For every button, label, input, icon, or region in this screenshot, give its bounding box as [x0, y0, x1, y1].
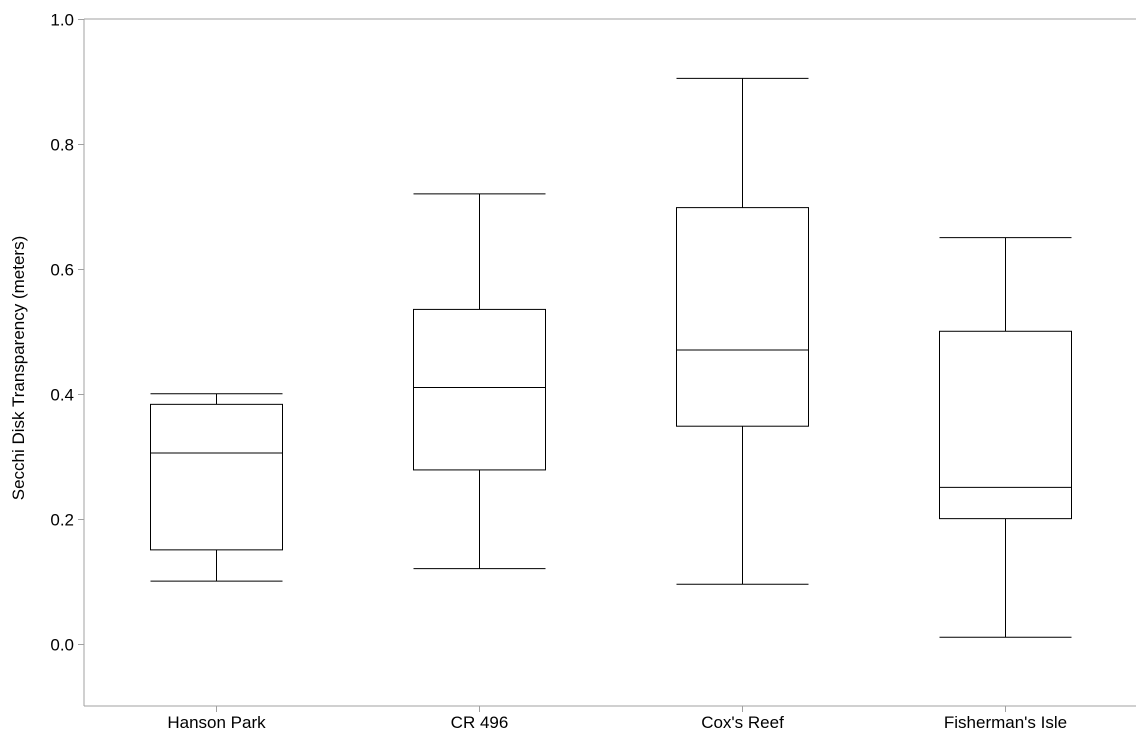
x-tick-label: CR 496	[451, 713, 509, 732]
plot-frame	[83, 18, 1136, 707]
y-tick-label: 1.0	[50, 11, 74, 30]
x-tick-label: Hanson Park	[167, 713, 266, 732]
iqr-box	[676, 207, 809, 427]
box-group	[413, 193, 546, 570]
iqr-box	[413, 308, 546, 471]
y-tick-label: 0.2	[50, 511, 74, 530]
box-group	[939, 237, 1072, 638]
iqr-box	[150, 403, 283, 551]
y-tick-label: 0.4	[50, 386, 74, 405]
x-tick-label: Cox's Reef	[701, 713, 784, 732]
x-tick-label: Fisherman's Isle	[944, 713, 1067, 732]
x-axis: Hanson Park CR 496 Cox's Reef Fisherman's I…	[167, 706, 1067, 732]
y-tick-label: 0.8	[50, 136, 74, 155]
y-tick-label: 0.0	[50, 636, 74, 655]
boxes	[150, 77, 1072, 638]
iqr-box	[939, 330, 1072, 520]
y-axis-title: Secchi Disk Transparency (meters)	[9, 236, 28, 501]
y-axis: 0.0 0.2 0.4 0.6 0.8 1.0	[50, 11, 84, 655]
y-tick-label: 0.6	[50, 261, 74, 280]
box-group	[150, 393, 283, 582]
box-group	[676, 77, 809, 585]
